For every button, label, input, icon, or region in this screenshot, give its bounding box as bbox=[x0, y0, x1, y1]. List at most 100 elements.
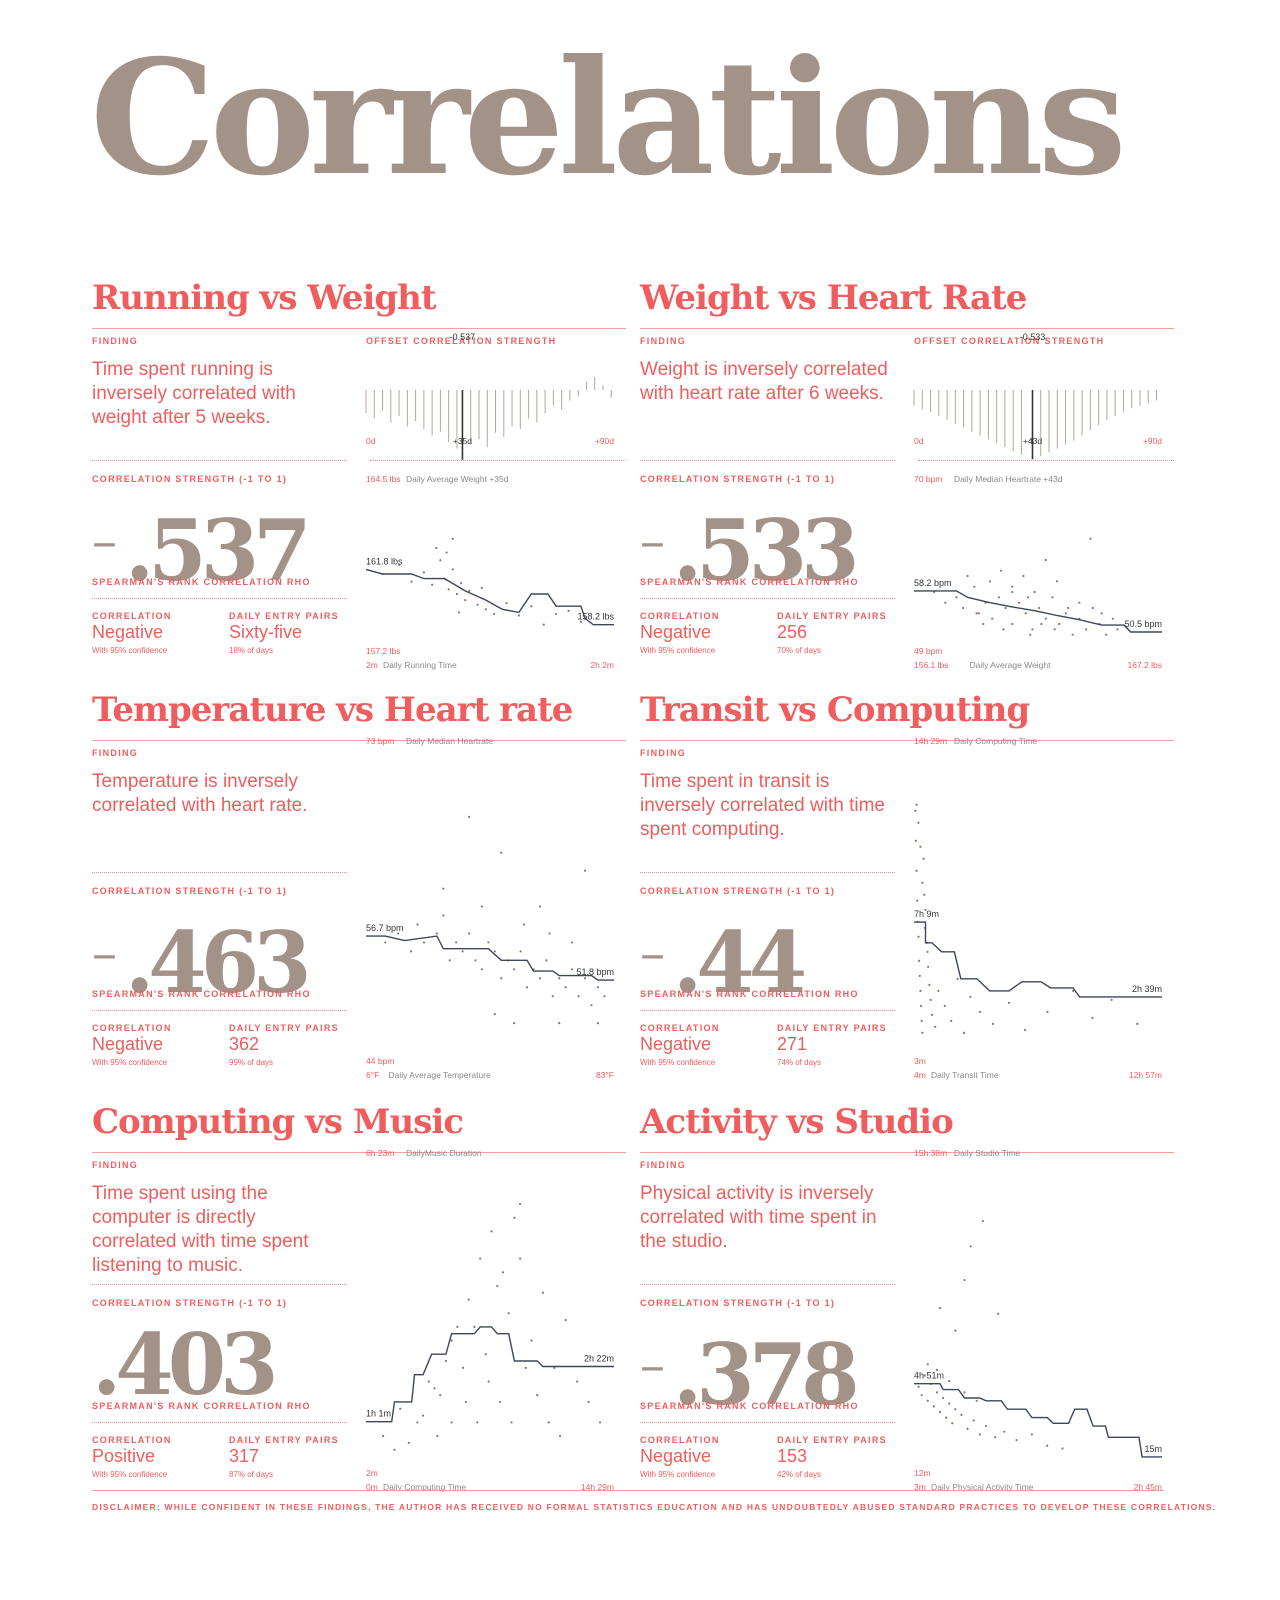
scatter-chart: 14h 29m Daily Computing Time 7h 9m 2h 39m 3m… bbox=[914, 736, 1162, 1080]
scatter-point bbox=[956, 977, 959, 980]
scatter-point bbox=[421, 1414, 425, 1417]
scatter-point bbox=[500, 977, 503, 980]
end-value-label: 158.2 lbs bbox=[577, 612, 614, 622]
correlation-label: CORRELATION bbox=[92, 1435, 172, 1445]
finding-text: Temperature is inversely correlated with… bbox=[92, 771, 308, 816]
offset-peak-label: +43d bbox=[1023, 436, 1042, 446]
scatter-point bbox=[924, 908, 927, 911]
scatter-point bbox=[522, 923, 525, 926]
start-value-label: 1h 1m bbox=[366, 1409, 391, 1419]
correlation-label: CORRELATION bbox=[92, 1023, 172, 1033]
rho-label: SPEARMAN'S RANK CORRELATION RHO bbox=[640, 1401, 859, 1411]
y-bottom-label: 157.2 lbs bbox=[366, 646, 401, 656]
scatter-point bbox=[975, 612, 978, 615]
scatter-point bbox=[571, 968, 574, 971]
scatter-point bbox=[499, 1400, 502, 1404]
scatter-point bbox=[954, 1408, 957, 1411]
scatter-point bbox=[409, 950, 413, 953]
scatter-point bbox=[1026, 596, 1030, 599]
scatter-point bbox=[914, 809, 917, 812]
offset-bar-chart: -0.533 0d +43d +90d bbox=[913, 332, 1162, 460]
scatter-point bbox=[576, 1380, 579, 1383]
scatter-point bbox=[399, 1407, 402, 1410]
pairs-label: DAILY ENTRY PAIRS bbox=[777, 611, 887, 621]
scatter-point bbox=[1091, 1016, 1094, 1019]
scatter-point bbox=[1078, 601, 1081, 604]
scatter-point bbox=[977, 612, 980, 615]
scatter-point bbox=[978, 1010, 982, 1013]
scatter-point bbox=[501, 1271, 505, 1274]
divider bbox=[92, 460, 347, 461]
scatter-point bbox=[937, 989, 940, 992]
scatter-point bbox=[519, 1257, 522, 1260]
scatter-point bbox=[455, 941, 458, 944]
scatter-point bbox=[567, 609, 570, 612]
divider bbox=[918, 460, 1174, 461]
correlation-label: CORRELATION bbox=[640, 611, 720, 621]
correlation-value: –.44 bbox=[640, 908, 807, 1008]
scatter-point bbox=[915, 803, 918, 806]
scatter-point bbox=[1033, 590, 1036, 594]
confidence: With 95% confidence bbox=[92, 1058, 168, 1067]
scatter-point bbox=[994, 1436, 997, 1439]
scatter-point bbox=[451, 537, 454, 540]
scatter-point bbox=[583, 977, 587, 980]
offset-peak-value: -0.537 bbox=[450, 332, 476, 342]
x-max-label: 2h 45m bbox=[1134, 1482, 1162, 1492]
confidence: With 95% confidence bbox=[92, 1470, 168, 1479]
finding-text: Time spent running is inversely correlat… bbox=[92, 359, 296, 428]
scatter-point bbox=[997, 596, 1001, 599]
scatter-point bbox=[442, 914, 445, 917]
scatter-point bbox=[923, 893, 926, 896]
scatter-point bbox=[461, 950, 464, 953]
pairs-label: DAILY ENTRY PAIRS bbox=[777, 1023, 887, 1033]
scatter-point bbox=[467, 1298, 470, 1301]
x-axis-label: Daily Transit Time bbox=[931, 1070, 999, 1080]
divider bbox=[640, 1422, 895, 1423]
scatter-point bbox=[447, 588, 450, 591]
scatter-point bbox=[464, 599, 467, 602]
scatter-point bbox=[1003, 1430, 1006, 1433]
divider bbox=[92, 1422, 347, 1423]
title-rule bbox=[640, 328, 1174, 329]
step-line bbox=[914, 590, 1162, 633]
scatter-point bbox=[525, 986, 529, 989]
start-value-label: 161.8 lbs bbox=[366, 556, 403, 566]
scatter-point bbox=[416, 1421, 419, 1424]
x-max-label: 12h 57m bbox=[1129, 1070, 1162, 1080]
scatter-point bbox=[962, 1031, 966, 1034]
value-number: .533 bbox=[673, 501, 860, 600]
scatter-point bbox=[464, 1400, 467, 1404]
strength-label: CORRELATION STRENGTH (-1 TO 1) bbox=[92, 474, 288, 484]
offset-max-label: +90d bbox=[1143, 436, 1162, 446]
y-axis-label: Daily Average Weight +35d bbox=[406, 474, 509, 484]
scatter-point bbox=[930, 1013, 934, 1016]
scatter-point bbox=[954, 1329, 957, 1332]
rho-label: SPEARMAN'S RANK CORRELATION RHO bbox=[640, 989, 859, 999]
scatter-point bbox=[929, 998, 932, 1001]
scatter-point bbox=[596, 1022, 599, 1025]
scatter-point bbox=[496, 1284, 499, 1288]
correlation-label: CORRELATION bbox=[640, 1435, 720, 1445]
scatter-point bbox=[524, 1366, 527, 1369]
correlation-value: –.463 bbox=[92, 908, 312, 1008]
title-rule bbox=[640, 1152, 1174, 1153]
panel-1: Running vs Weight FINDING Time spent runni… bbox=[92, 278, 626, 678]
scatter-point bbox=[459, 582, 463, 585]
y-top-label: 164.5 lbs bbox=[366, 474, 401, 484]
disclaimer-rule bbox=[92, 1490, 1164, 1491]
x-min-label: 6°F bbox=[366, 1070, 379, 1080]
scatter-point bbox=[918, 974, 921, 977]
y-axis-label: Daily Computing Time bbox=[954, 736, 1037, 746]
scatter-point bbox=[422, 571, 425, 574]
strength-label: CORRELATION STRENGTH (-1 TO 1) bbox=[640, 1298, 836, 1308]
scatter-point bbox=[963, 1391, 966, 1394]
value-number: .378 bbox=[673, 1325, 860, 1424]
scatter-point bbox=[1044, 558, 1047, 562]
x-min-label: 2m bbox=[366, 660, 378, 670]
x-axis-label: Daily Average Weight bbox=[970, 660, 1052, 670]
start-value-label: 58.2 bpm bbox=[914, 578, 952, 588]
finding-label: FINDING bbox=[640, 336, 687, 346]
scatter-point bbox=[587, 1400, 590, 1404]
rho-label: SPEARMAN'S RANK CORRELATION RHO bbox=[92, 989, 311, 999]
